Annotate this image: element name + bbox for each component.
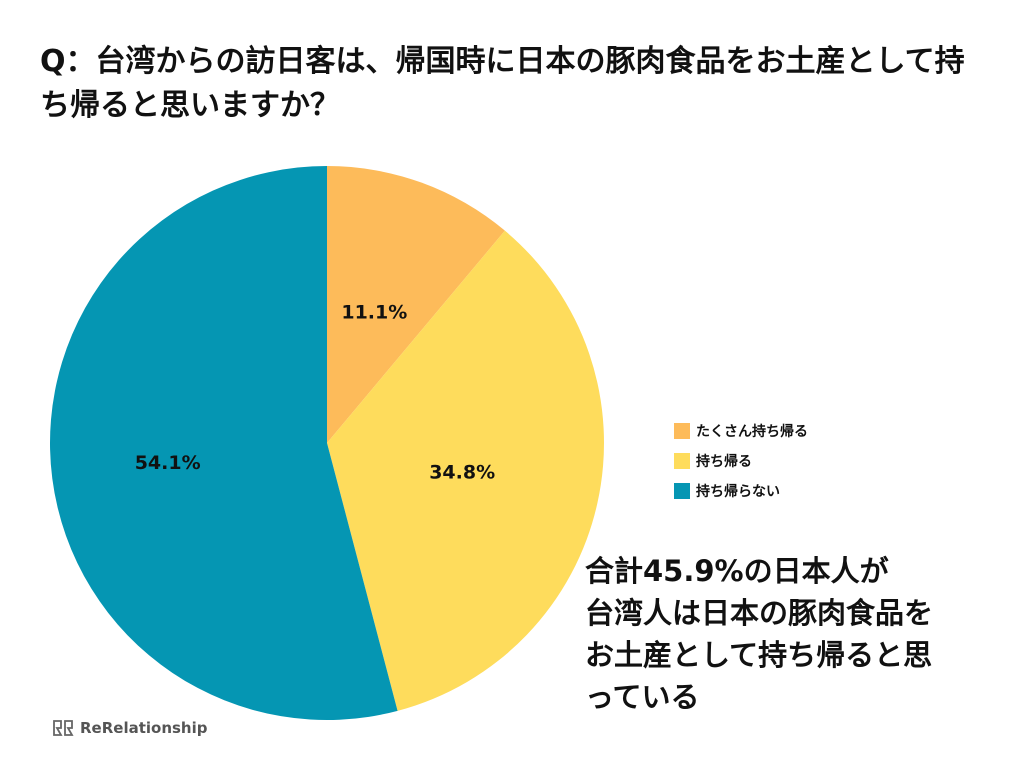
pie-label-takusan: 11.1% <box>341 301 407 323</box>
legend-label-mochikaeranai: 持ち帰らない <box>696 484 780 500</box>
legend-swatch-mochikaeranai <box>674 483 690 499</box>
legend-label-takusan: たくさん持ち帰る <box>696 424 808 440</box>
pie-slice-mochikaeranai <box>50 166 398 720</box>
summary-line-3: お土産として持ち帰ると思 <box>585 638 933 672</box>
legend-item-takusan: たくさん持ち帰る <box>674 416 808 446</box>
relationship-logo-icon <box>53 720 74 736</box>
legend-item-mochikaeranai: 持ち帰らない <box>674 476 808 506</box>
legend-swatch-takusan <box>674 423 690 439</box>
summary-text: 合計45.9%の日本人が 台湾人は日本の豚肉食品を お土産として持ち帰ると思 っ… <box>585 550 1005 718</box>
chart-legend: たくさん持ち帰る 持ち帰る 持ち帰らない <box>674 416 808 506</box>
brand-name: ReRelationship <box>80 719 208 737</box>
pie-label-mochikaeru: 34.8% <box>429 462 495 484</box>
legend-swatch-mochikaeru <box>674 453 690 469</box>
legend-item-mochikaeru: 持ち帰る <box>674 446 808 476</box>
question-title: Q：台湾からの訪日客は、帰国時に日本の豚肉食品をお土産として持ち帰ると思いますか… <box>40 44 965 123</box>
summary-line-4: っている <box>585 680 700 714</box>
summary-line-1: 合計45.9%の日本人が <box>585 554 889 588</box>
legend-label-mochikaeru: 持ち帰る <box>696 454 752 470</box>
pie-label-mochikaeranai: 54.1% <box>135 452 201 474</box>
pie-slice-mochikaeru <box>327 230 605 711</box>
brand-logo: ReRelationship <box>52 719 208 737</box>
summary-line-2: 台湾人は日本の豚肉食品を <box>585 596 934 630</box>
pie-slice-takusan <box>327 166 505 443</box>
